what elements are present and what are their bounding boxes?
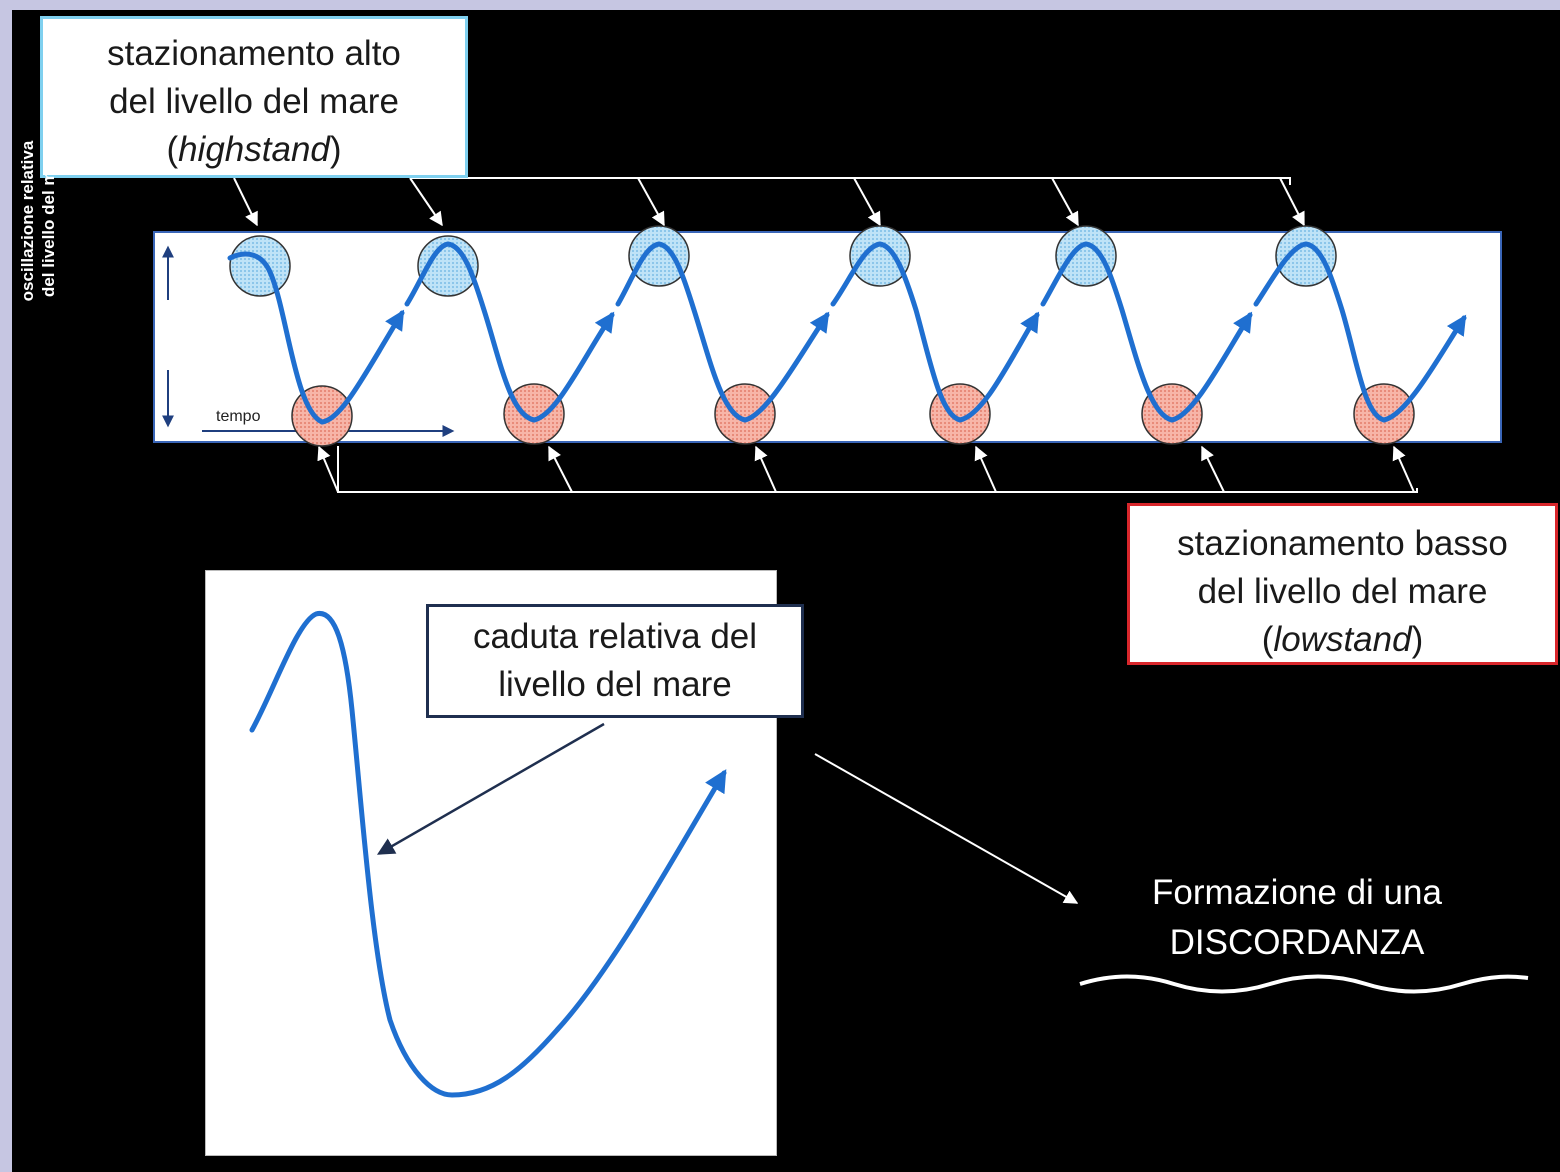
highstand-marker (1055, 225, 1117, 287)
curve-descent-3 (615, 241, 748, 423)
discordance-line2: DISCORDANZA (1169, 923, 1425, 962)
curves-overlay (162, 225, 1529, 1098)
lowstand-pointer-5 (1201, 445, 1225, 493)
highstand-term: highstand (178, 130, 330, 169)
highstand-marker (417, 235, 479, 297)
lowstand-marker (503, 383, 565, 445)
fall-pointer-arrow (376, 722, 605, 855)
highstand-marker (229, 235, 291, 297)
diagram-slide: stazionamento alto del livello del mare … (12, 10, 1560, 1172)
curve-descent-4 (830, 241, 963, 423)
lowstand-marker (714, 383, 776, 445)
result-arrow (814, 753, 1079, 904)
highstand-pointer-4 (853, 177, 881, 227)
paren-open: ( (166, 130, 179, 169)
lowstand-bracket (337, 446, 1418, 493)
curve-ascent-3 (742, 311, 830, 423)
curve-descent-2 (404, 241, 537, 423)
fall-line2: livello del mare (498, 665, 732, 704)
highstand-bracket (410, 177, 1291, 185)
highstand-pointer-6 (1279, 177, 1305, 227)
oscillation-curve (227, 241, 1467, 425)
detail-curve (249, 610, 727, 1098)
lowstand-line1: stazionamento basso (1177, 524, 1508, 563)
highstand-pointer-2 (409, 177, 443, 227)
highstand-term-line: (highstand) (43, 126, 465, 174)
highstand-marker (849, 225, 911, 287)
lowstand-pointer-3 (754, 445, 777, 493)
highstand-pointer-5 (1051, 177, 1079, 227)
curve-ascent-1 (319, 309, 405, 425)
fall-callout: caduta relativa del livello del mare (426, 604, 804, 718)
curve-ascent-6 (1381, 314, 1467, 423)
highstand-callout: stazionamento alto del livello del mare … (40, 16, 468, 178)
curve-descent-6 (1253, 241, 1387, 423)
time-axis-label: tempo (216, 408, 261, 425)
lowstand-line2: del livello del mare (1197, 572, 1488, 611)
discordance-label: Formazione di una DISCORDANZA (1072, 868, 1522, 968)
curve-descent-1 (227, 251, 325, 425)
unconformity-wavy-line (1079, 974, 1529, 994)
curve-descent-5 (1040, 241, 1175, 423)
curve-ascent-5 (1169, 311, 1253, 423)
lowstand-pointer-1 (317, 445, 339, 493)
curve-ascent-2 (531, 311, 615, 423)
fall-line1: caduta relativa del (472, 617, 758, 656)
paren-close: ) (1411, 620, 1424, 659)
discordance-line1: Formazione di una (1152, 873, 1442, 912)
lowstand-marker (1141, 383, 1203, 445)
highstand-marker (628, 225, 690, 287)
lowstand-term-line: (lowstand) (1130, 616, 1555, 664)
lowstand-pointer-6 (1392, 445, 1415, 493)
lowstand-pointer-4 (974, 445, 997, 493)
lowstand-pointer-2 (548, 445, 573, 493)
paren-close: ) (329, 130, 342, 169)
connector-lines (233, 177, 1418, 904)
highstand-pointer-3 (637, 177, 665, 227)
curve-ascent-4 (957, 311, 1040, 423)
highstand-marker (1275, 225, 1337, 287)
lowstand-callout: stazionamento basso del livello del mare… (1127, 503, 1558, 665)
highstand-pointer-1 (233, 177, 258, 227)
highstand-line2: del livello del mare (109, 82, 399, 121)
paren-open: ( (1261, 620, 1274, 659)
highstand-line1: stazionamento alto (107, 34, 401, 73)
lowstand-term: lowstand (1273, 620, 1412, 659)
lowstand-marker (929, 383, 991, 445)
